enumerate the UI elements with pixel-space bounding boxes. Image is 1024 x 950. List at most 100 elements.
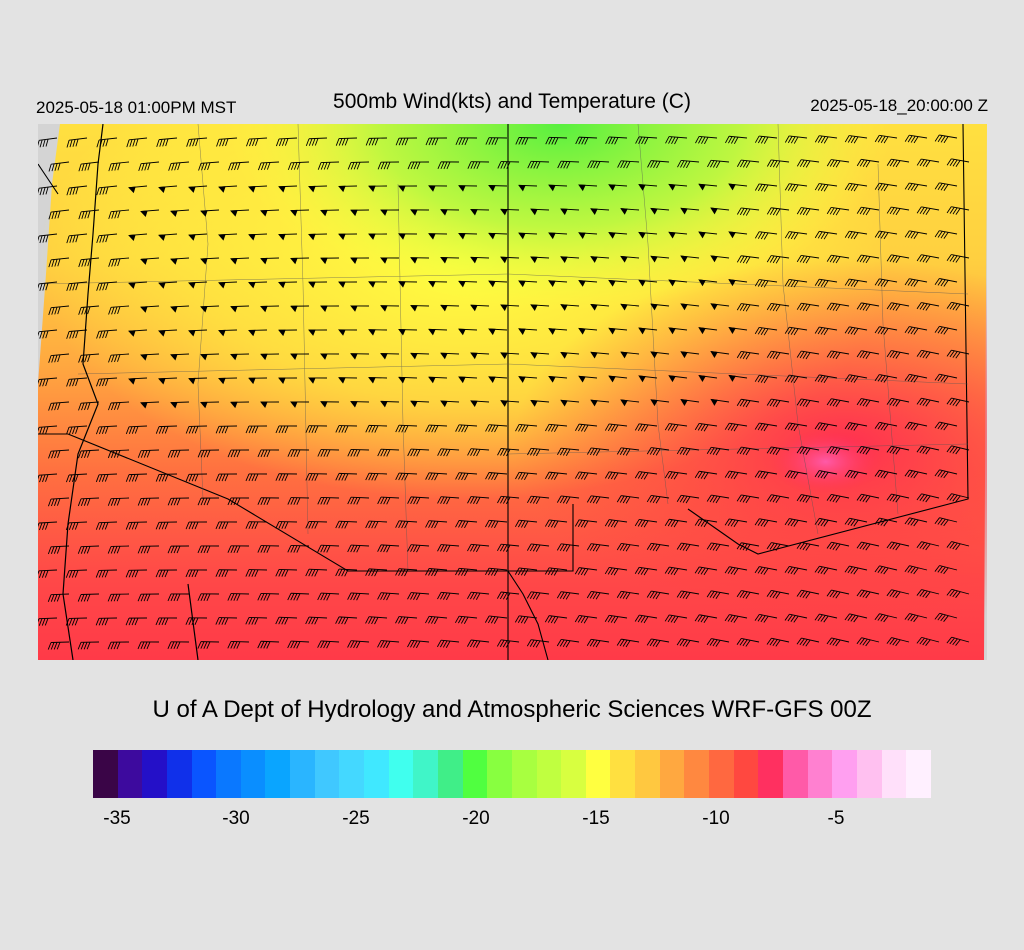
wind-barb [497,448,520,457]
wind-barb [724,422,748,432]
wind-barb [95,425,118,435]
valid-time-utc: 2025-05-18_20:00:00 Z [810,96,988,115]
wind-barb [916,493,940,503]
wind-barb [395,424,418,433]
wind-barb [916,302,940,311]
wind-barb [514,519,538,528]
wind-barb [916,636,940,646]
wind-barb [706,494,730,504]
wind-barb [48,305,70,316]
wind-barb [485,424,508,433]
wind-barb [107,401,130,411]
wind-barb [407,496,430,505]
wind-barb [586,638,610,648]
wind-barb [216,137,238,147]
wind-barb [886,397,910,407]
wind-barb [650,351,670,359]
wind-barb [48,497,70,507]
wind-barb [188,233,208,241]
wind-barb [200,353,220,361]
wind-barb [766,446,790,456]
wind-barb [198,161,220,171]
wind-barb [664,470,688,480]
wind-barb [470,400,490,407]
wind-barb [796,207,820,216]
wind-barb [676,446,700,456]
wind-barb [38,185,58,196]
wind-barb [395,137,418,146]
wind-barb [218,185,238,193]
wind-barb [227,545,250,554]
wind-barb [826,350,850,360]
wind-barb [125,473,148,482]
wind-barb [694,422,718,432]
wind-barb [38,521,58,531]
wind-barb [158,233,178,241]
wind-barb [946,636,970,646]
wind-barb [48,257,70,268]
colorbar-swatch [856,750,882,798]
wind-barb [586,447,610,456]
wind-barb [634,614,658,624]
wind-barb [916,158,940,168]
colorbar-swatch [413,750,438,798]
wind-barb [440,209,460,216]
wind-barb [458,376,478,384]
wind-barb [646,542,670,552]
wind-barb [814,183,838,192]
wind-barb [245,473,268,482]
wind-barb [335,616,358,625]
wind-barb [934,278,958,287]
wind-barb [215,473,238,482]
wind-barb [784,135,808,144]
wind-barb [308,329,328,336]
wind-barb [428,185,448,192]
wind-barb [278,329,298,337]
wind-barb [784,565,808,575]
wind-barb [488,185,508,192]
wind-barb [904,517,928,527]
state-boundaries [38,124,969,660]
colorbar-swatch [782,750,808,798]
wind-barb [946,254,970,263]
wind-barb [158,377,178,385]
colorbar-swatch [561,750,586,798]
wind-barb [620,303,640,311]
wind-barb [590,303,610,311]
wind-barb [514,567,538,576]
wind-barb [48,353,70,363]
wind-barb [694,614,718,623]
wind-barb [754,518,778,527]
wind-barb [78,305,100,315]
wind-barb [814,326,838,336]
wind-barb [586,495,610,504]
wind-barb [530,256,550,264]
wind-barb [257,161,280,171]
wind-barb [365,520,388,529]
wind-barb [784,326,808,336]
colorbar-swatch [265,750,291,798]
wind-barb [108,305,130,315]
wind-barb [916,397,940,407]
wind-barb [66,281,88,292]
wind-barb [544,519,568,528]
wind-barb [170,401,190,409]
wind-barb [796,541,820,551]
wind-barb [814,135,838,144]
wind-barb [48,401,70,411]
wind-barb [736,494,760,504]
wind-barb [425,568,448,577]
wind-barb [668,231,688,239]
wind-barb [347,161,370,170]
wind-barb [736,590,760,599]
wind-barb [904,421,928,431]
wind-barb [826,589,850,599]
colorbar-tick-label: -20 [462,808,490,829]
wind-barb [275,521,298,529]
wind-barb [916,589,940,599]
wind-barb [38,281,58,292]
wind-barb [634,423,658,432]
wind-barb [77,545,100,554]
colorbar-swatch [216,750,241,798]
colorbar-swatch [191,750,217,798]
